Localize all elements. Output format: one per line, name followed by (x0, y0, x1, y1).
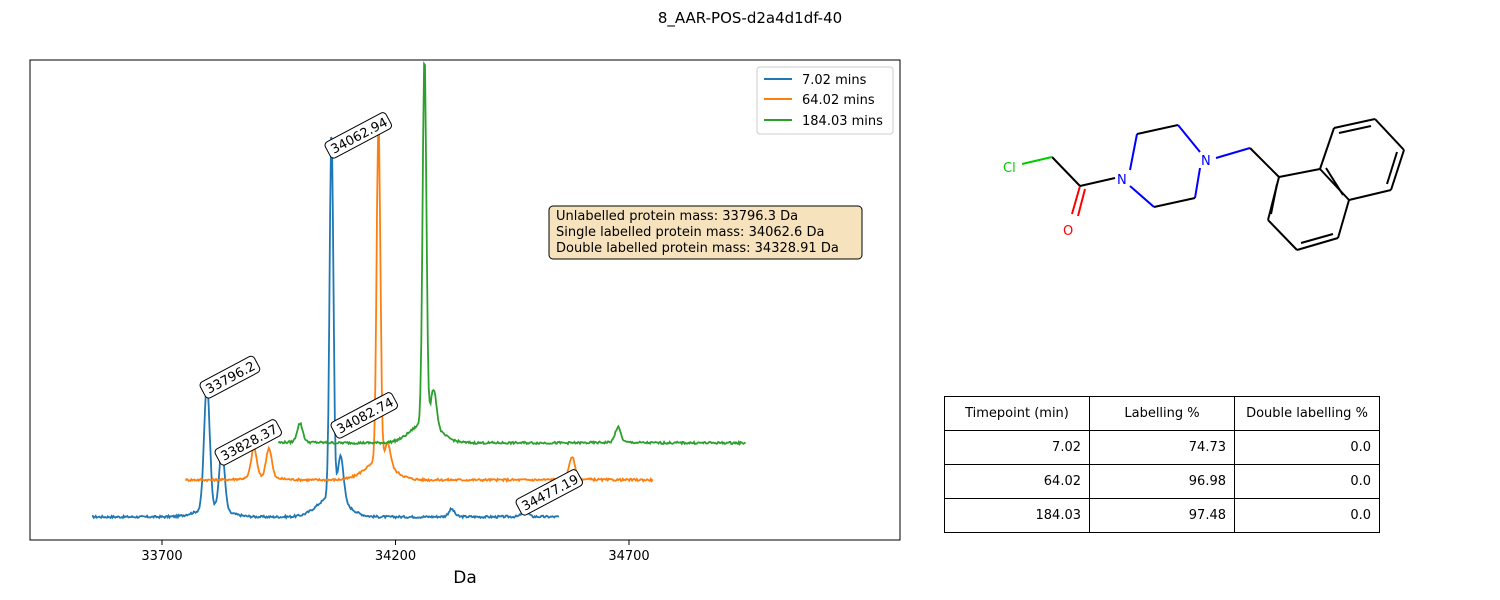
series-layer (92, 61, 747, 520)
legend-label-1: 64.02 mins (802, 93, 875, 108)
series-line-2 (277, 61, 747, 446)
legend-label-2: 184.03 mins (802, 114, 883, 129)
table-row: 184.03 97.48 0.0 (944, 498, 1380, 533)
oxygen-atom-label: O (1063, 224, 1073, 239)
info-line-unlabelled: Unlabelled protein mass: 33796.3 Da (556, 209, 798, 224)
table-cell: 64.02 (944, 464, 1090, 499)
table-cell: 97.48 (1089, 498, 1235, 533)
info-line-double: Double labelled protein mass: 34328.91 D… (556, 241, 839, 256)
legend: 7.02 mins 64.02 mins 184.03 mins (756, 66, 894, 135)
x-tick-label: 34700 (608, 549, 649, 564)
info-box: Unlabelled protein mass: 33796.3 Da Sing… (548, 205, 863, 260)
molecule-structure: Cl O N N (1003, 118, 1405, 251)
figure-title: 8_AAR-POS-d2a4d1df-40 (657, 9, 843, 27)
labelling-table: Timepoint (min) Labelling % Double label… (944, 396, 1380, 533)
table-cell: 96.98 (1089, 464, 1235, 499)
nitrogen-atom-label-2: N (1201, 154, 1211, 169)
table-cell: 184.03 (944, 498, 1090, 533)
table-row: 7.02 74.73 0.0 (944, 430, 1380, 465)
plot-area (29, 59, 901, 541)
x-axis-label: Da (453, 568, 477, 588)
table-header-row: Timepoint (min) Labelling % Double label… (944, 396, 1380, 431)
table-cell: 0.0 (1234, 498, 1380, 533)
x-tick-label: 34200 (375, 549, 416, 564)
chlorine-atom-label: Cl (1003, 161, 1016, 176)
table-cell: 74.73 (1089, 430, 1235, 465)
table-cell: 0.0 (1234, 430, 1380, 465)
series-line-1 (184, 129, 654, 484)
x-tick-label: 33700 (141, 549, 182, 564)
mass-spectrum-chart: 33796.233828.3734062.9434082.7434477.19 … (29, 59, 901, 588)
table-header: Timepoint (min) (944, 396, 1090, 431)
table-cell: 0.0 (1234, 464, 1380, 499)
nitrogen-atom-label-1: N (1117, 173, 1127, 188)
legend-label-0: 7.02 mins (802, 73, 867, 88)
info-line-single: Single labelled protein mass: 34062.6 Da (556, 225, 824, 240)
x-axis: 33700 34200 34700 (141, 540, 650, 564)
table-header: Labelling % (1089, 396, 1235, 431)
series-line-0 (92, 136, 560, 520)
table-row: 64.02 96.98 0.0 (944, 464, 1380, 499)
table-header: Double labelling % (1234, 396, 1380, 431)
table-cell: 7.02 (944, 430, 1090, 465)
